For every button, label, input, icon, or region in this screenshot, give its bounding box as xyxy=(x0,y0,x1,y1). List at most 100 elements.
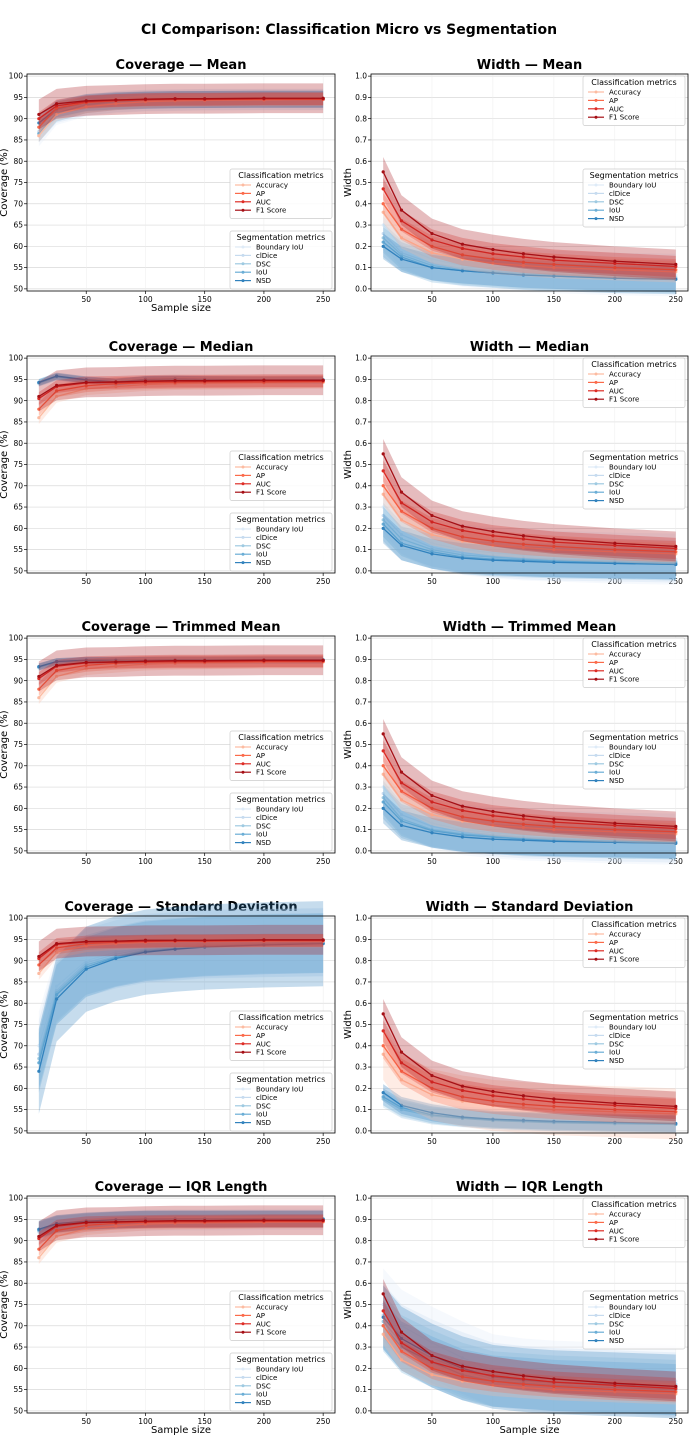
point-auc xyxy=(399,1061,404,1065)
ytick-label: 95 xyxy=(13,1215,23,1224)
xtick-label: 200 xyxy=(257,577,272,586)
ytick-label: 55 xyxy=(13,545,23,554)
legend-marker-cldice xyxy=(594,191,598,195)
legend-marker-cldice xyxy=(241,1095,245,1099)
legend-marker-dsc xyxy=(594,200,598,204)
point-ap xyxy=(521,260,526,264)
series-ap xyxy=(381,1315,678,1403)
legend-marker-accuracy xyxy=(594,932,598,936)
legend-marker-dsc xyxy=(241,544,245,548)
point-boundary-iou xyxy=(381,1302,385,1307)
point-f1-score xyxy=(552,255,556,259)
point-iou xyxy=(381,522,385,526)
series-ap xyxy=(381,193,678,281)
ytick-label: 50 xyxy=(13,284,23,293)
series-boundary-iou xyxy=(381,203,678,297)
point-accuracy xyxy=(381,772,385,776)
ytick-label: 0.6 xyxy=(355,439,367,448)
point-accuracy xyxy=(399,798,404,802)
series-auc xyxy=(381,1300,678,1400)
point-f1-score xyxy=(55,942,59,946)
legend-marker-cldice xyxy=(594,1313,598,1317)
point-auc xyxy=(381,1029,385,1033)
point-ap xyxy=(430,1366,434,1370)
point-f1-score xyxy=(262,1218,266,1222)
ytick-label: 0.2 xyxy=(355,1084,367,1093)
legend-box xyxy=(229,512,333,572)
point-f1-score xyxy=(143,97,148,101)
legend-label-nsd: NSD xyxy=(256,839,271,847)
legend-label-accuracy: Accuracy xyxy=(256,182,288,190)
point-auc xyxy=(399,501,404,505)
ytick-label: 0.8 xyxy=(355,396,367,405)
legend-label-dsc: DSC xyxy=(256,542,271,550)
ci-band-auc xyxy=(383,1020,676,1120)
point-auc xyxy=(381,1309,385,1313)
point-auc xyxy=(399,1341,404,1345)
ytick-label: 95 xyxy=(13,655,23,664)
point-f1-score xyxy=(491,1369,495,1374)
point-accuracy xyxy=(55,1234,59,1239)
point-boundary-iou xyxy=(674,1379,678,1383)
point-ap xyxy=(491,819,495,823)
point-ap xyxy=(381,764,385,768)
point-auc xyxy=(460,1088,465,1093)
point-boundary-iou xyxy=(381,785,385,789)
ci-band-ap xyxy=(38,934,324,972)
legend-box xyxy=(582,75,686,126)
legend-marker-nsd xyxy=(241,279,245,283)
point-f1-score xyxy=(114,380,118,384)
ci-band-auc xyxy=(383,460,676,560)
point-f1-score xyxy=(321,1218,325,1222)
point-f1-score xyxy=(521,1094,526,1098)
y-axis-label: Coverage (%) xyxy=(0,1270,10,1338)
point-auc xyxy=(460,1368,465,1373)
y-axis-label: Width xyxy=(343,168,354,197)
xtick-label: 100 xyxy=(138,577,153,586)
point-ap xyxy=(84,384,88,388)
legend-marker-iou xyxy=(594,1330,598,1334)
legend-box xyxy=(229,230,333,290)
legend-label-iou: IoU xyxy=(609,1329,620,1337)
ci-band-dsc xyxy=(38,913,324,1089)
ytick-label: 0.5 xyxy=(355,1300,367,1309)
y-axis-label: Width xyxy=(343,1010,354,1039)
point-ap xyxy=(55,389,59,393)
point-auc xyxy=(521,537,526,541)
point-accuracy xyxy=(55,950,59,954)
point-auc xyxy=(381,749,385,753)
legend-label-auc: AUC xyxy=(609,387,624,395)
point-nsd xyxy=(521,1118,526,1122)
xtick-label: 200 xyxy=(257,295,272,304)
point-auc xyxy=(521,1377,526,1381)
ytick-label: 50 xyxy=(13,1406,23,1415)
point-nsd xyxy=(381,244,385,248)
point-f1-score xyxy=(321,96,325,100)
point-accuracy xyxy=(460,819,465,823)
point-nsd xyxy=(37,121,41,125)
point-nsd xyxy=(460,269,465,273)
point-ap xyxy=(399,789,404,793)
point-ap xyxy=(55,1228,59,1233)
xtick-label: 100 xyxy=(138,1137,153,1146)
xtick-label: 50 xyxy=(427,1137,437,1146)
point-ap xyxy=(674,550,678,554)
legend-box xyxy=(582,450,686,510)
series-f1-score xyxy=(381,718,678,842)
ytick-label: 1.0 xyxy=(355,72,367,81)
point-ap xyxy=(430,1086,434,1090)
series-f1-score xyxy=(37,365,325,412)
legend-marker-nsd xyxy=(241,1121,245,1125)
legend-label-dsc: DSC xyxy=(256,822,271,830)
point-accuracy xyxy=(521,1105,526,1110)
point-boundary-iou xyxy=(460,263,465,268)
legend-marker-iou xyxy=(241,1112,245,1116)
point-f1-score xyxy=(552,1097,556,1101)
point-f1-score xyxy=(84,380,88,384)
point-nsd xyxy=(55,374,59,378)
ytick-label: 0.5 xyxy=(355,740,367,749)
legend-marker-boundary-iou xyxy=(594,1025,598,1029)
point-accuracy xyxy=(37,416,41,420)
legend-label-iou: IoU xyxy=(256,1391,267,1399)
point-iou xyxy=(381,240,385,244)
